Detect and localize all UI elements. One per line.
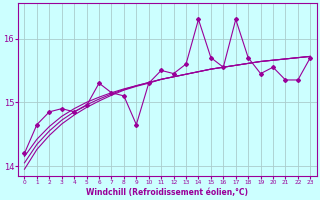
X-axis label: Windchill (Refroidissement éolien,°C): Windchill (Refroidissement éolien,°C) (86, 188, 248, 197)
